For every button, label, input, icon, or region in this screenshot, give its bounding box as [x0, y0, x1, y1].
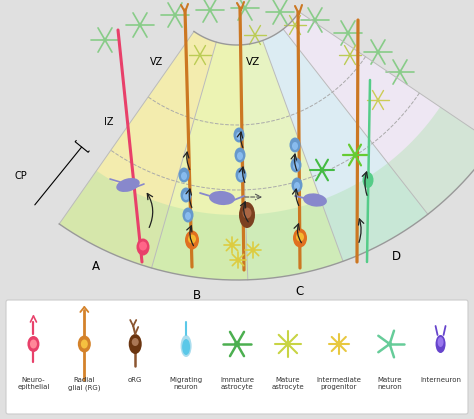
Ellipse shape: [398, 70, 402, 75]
Text: Migrating
neuron: Migrating neuron: [170, 377, 203, 390]
Ellipse shape: [137, 238, 149, 256]
Ellipse shape: [209, 191, 235, 205]
Ellipse shape: [236, 168, 246, 183]
Ellipse shape: [182, 207, 193, 222]
Ellipse shape: [116, 178, 140, 192]
Ellipse shape: [292, 178, 302, 192]
Ellipse shape: [438, 337, 444, 347]
Ellipse shape: [319, 168, 325, 173]
Ellipse shape: [250, 248, 255, 253]
Text: CP: CP: [15, 171, 27, 181]
Text: Mature
neuron: Mature neuron: [377, 377, 402, 390]
Ellipse shape: [303, 193, 327, 207]
Ellipse shape: [81, 339, 88, 349]
Ellipse shape: [137, 23, 143, 28]
Ellipse shape: [292, 142, 298, 150]
Ellipse shape: [243, 5, 247, 10]
Text: IZ: IZ: [104, 117, 113, 127]
Ellipse shape: [182, 339, 190, 355]
Ellipse shape: [185, 212, 191, 220]
Ellipse shape: [198, 53, 202, 57]
Ellipse shape: [181, 172, 187, 180]
Text: Radial
glial (RG): Radial glial (RG): [68, 377, 100, 391]
Ellipse shape: [294, 182, 300, 190]
Text: VZ: VZ: [149, 57, 163, 67]
Ellipse shape: [239, 202, 255, 228]
Ellipse shape: [208, 8, 212, 13]
Text: A: A: [92, 259, 100, 272]
Text: C: C: [295, 285, 304, 298]
Ellipse shape: [30, 339, 37, 349]
Ellipse shape: [235, 147, 246, 163]
Ellipse shape: [336, 341, 342, 347]
Ellipse shape: [173, 13, 177, 18]
Polygon shape: [240, 41, 343, 280]
Ellipse shape: [236, 132, 242, 140]
Ellipse shape: [243, 207, 252, 218]
Ellipse shape: [129, 334, 142, 354]
Ellipse shape: [353, 153, 357, 158]
Text: Intermediate
progenitor: Intermediate progenitor: [316, 377, 361, 390]
Polygon shape: [263, 29, 428, 261]
Ellipse shape: [188, 235, 196, 243]
Ellipse shape: [376, 98, 380, 102]
Ellipse shape: [179, 168, 190, 183]
Ellipse shape: [293, 228, 307, 248]
Ellipse shape: [291, 158, 301, 173]
Ellipse shape: [285, 341, 291, 347]
Ellipse shape: [229, 243, 235, 248]
Ellipse shape: [237, 152, 243, 160]
Ellipse shape: [348, 53, 352, 57]
Ellipse shape: [293, 23, 297, 27]
Ellipse shape: [293, 162, 299, 170]
Ellipse shape: [238, 172, 244, 180]
Ellipse shape: [181, 187, 191, 202]
Ellipse shape: [312, 18, 318, 23]
Ellipse shape: [236, 258, 240, 262]
Ellipse shape: [139, 241, 147, 251]
Ellipse shape: [183, 192, 189, 200]
Ellipse shape: [234, 341, 240, 347]
Ellipse shape: [346, 31, 350, 36]
Polygon shape: [152, 42, 248, 280]
Ellipse shape: [436, 335, 446, 353]
Polygon shape: [59, 107, 474, 280]
Ellipse shape: [363, 172, 374, 188]
Text: Immature
astrocyte: Immature astrocyte: [220, 377, 254, 390]
Text: Neuro-
epithelial: Neuro- epithelial: [17, 377, 50, 390]
Ellipse shape: [185, 230, 199, 249]
Ellipse shape: [375, 49, 381, 54]
Text: B: B: [193, 289, 201, 302]
Text: oRG: oRG: [128, 377, 142, 383]
Ellipse shape: [290, 137, 301, 153]
Polygon shape: [283, 12, 474, 214]
Ellipse shape: [181, 335, 191, 357]
Text: Interneuron: Interneuron: [420, 377, 461, 383]
Ellipse shape: [27, 336, 39, 352]
Ellipse shape: [132, 338, 139, 346]
Text: Mature
astrocyte: Mature astrocyte: [272, 377, 304, 390]
Ellipse shape: [78, 336, 91, 352]
Text: VZ: VZ: [246, 57, 260, 67]
Polygon shape: [59, 31, 216, 268]
FancyBboxPatch shape: [6, 300, 468, 414]
Ellipse shape: [253, 33, 257, 37]
Text: E: E: [473, 187, 474, 200]
Ellipse shape: [234, 127, 245, 142]
Ellipse shape: [387, 341, 392, 347]
Ellipse shape: [296, 233, 304, 241]
Ellipse shape: [277, 10, 283, 15]
Text: D: D: [392, 251, 401, 264]
Ellipse shape: [102, 37, 108, 42]
